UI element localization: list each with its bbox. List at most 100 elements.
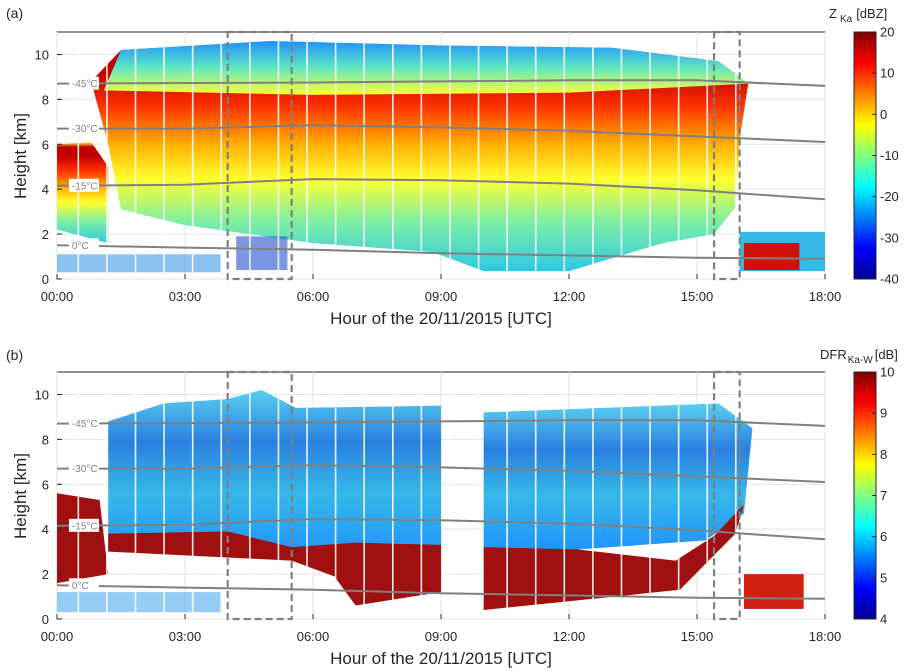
y-tick-label: 8 — [42, 432, 49, 447]
y-tick-label: 2 — [42, 227, 49, 242]
isotherm-label: -30°C — [72, 124, 98, 135]
isotherm-label: -30°C — [72, 464, 98, 475]
isotherm-line — [57, 464, 826, 483]
x-tick-label: 12:00 — [553, 629, 586, 644]
colorbar-tick-label: 4 — [880, 612, 887, 627]
dfr-rain-right — [743, 574, 804, 609]
colorbar-tick-label: 20 — [880, 25, 894, 40]
isotherm-label-bg — [68, 178, 99, 192]
y-tick-label: 0 — [42, 612, 49, 627]
x-tick-label: 15:00 — [681, 289, 714, 304]
colorbar-tick-label: 9 — [880, 406, 887, 421]
x-tick-label: 00:00 — [41, 629, 74, 644]
isotherm-label: -45°C — [72, 419, 98, 430]
panel-label: (b) — [6, 347, 23, 363]
colorbar-tick-label: 7 — [880, 488, 887, 503]
isotherm-line — [57, 124, 826, 143]
colorbar-tick-label: -20 — [880, 189, 899, 204]
colorbar-tick-label: -30 — [880, 230, 899, 245]
colorbar-label: DFRKa-W [dB] — [820, 347, 898, 366]
isotherm-label-bg — [68, 518, 99, 532]
isotherm-label-bg — [68, 121, 99, 135]
isotherm-label: -15°C — [72, 181, 98, 192]
x-tick-label: 12:00 — [553, 289, 586, 304]
colorbar-tick-label: -10 — [880, 148, 899, 163]
colorbar-label-main: DFR — [820, 347, 847, 362]
isotherm-label-bg — [68, 461, 99, 475]
x-axis-label: Hour of the 20/11/2015 [UTC] — [330, 649, 552, 668]
echo-top — [103, 40, 749, 95]
x-tick-label: 03:00 — [169, 289, 202, 304]
isotherm-line — [56, 584, 826, 600]
y-tick-label: 8 — [42, 92, 49, 107]
colorbar-tick-label: 5 — [880, 570, 887, 585]
highlight-box — [712, 30, 741, 281]
dfr-clutter — [57, 592, 221, 613]
dfr-field — [57, 373, 804, 618]
x-tick-label: 06:00 — [297, 289, 330, 304]
isotherm-label-bg — [68, 238, 99, 252]
x-tick-label: 15:00 — [681, 629, 714, 644]
y-tick-label: 6 — [42, 137, 49, 152]
x-ticks: 00:00 03:00 06:00 09:00 12:00 15:00 18:00 — [41, 274, 841, 304]
y-tick-label: 0 — [42, 272, 49, 287]
panel-b: (b) -45°C -30°C -15°C 0°C 0 2 4 6 8 10 00:00 03:0… — [6, 347, 898, 668]
highlight-boxes — [226, 30, 741, 281]
echo-main — [91, 40, 749, 272]
highlight-boxes — [226, 370, 741, 621]
y-tick-label: 6 — [42, 477, 49, 492]
panel-label: (a) — [6, 5, 23, 21]
isotherm-line — [56, 518, 826, 541]
isotherm-line — [56, 244, 826, 260]
colorbar-label: Z Ka [dBZ] — [829, 6, 887, 25]
y-tick-label: 4 — [42, 522, 49, 537]
colorbar-tick-label: 10 — [880, 66, 894, 81]
colorbar-ticks: 10 9 8 7 6 5 4 — [872, 365, 894, 627]
x-tick-label: 00:00 — [41, 289, 74, 304]
dfr-segment-1-low — [108, 531, 441, 606]
colorbar-label-sub: Ka-W — [848, 355, 874, 366]
highlight-box — [226, 30, 293, 281]
colorbar-ticks: 20 10 0 -10 -20 -30 -40 — [872, 25, 899, 287]
reflectivity-field — [57, 33, 825, 278]
colorbar-label-main: Z — [829, 6, 837, 21]
isotherm-label: -45°C — [72, 79, 98, 90]
echo-low-left — [57, 142, 109, 244]
highlight-box — [226, 370, 293, 621]
isotherm-label: 0°C — [72, 581, 89, 592]
dfr-segment-2 — [483, 403, 753, 557]
echo-clutter — [57, 254, 221, 273]
isotherm-line — [56, 419, 826, 427]
isotherm-label-bg — [68, 416, 99, 430]
x-tick-label: 09:00 — [425, 629, 458, 644]
dfr-left — [57, 493, 109, 584]
y-tick-label: 10 — [35, 47, 49, 62]
x-tick-label: 06:00 — [297, 629, 330, 644]
isotherm-label: -15°C — [72, 521, 98, 532]
x-tick-label: 09:00 — [425, 289, 458, 304]
highlight-box — [712, 370, 741, 621]
colorbar-label-sub: Ka — [840, 14, 853, 25]
echo-rain-core — [743, 243, 800, 271]
x-tick-label: 18:00 — [809, 629, 842, 644]
colorbar-tick-label: 6 — [880, 529, 887, 544]
colorbar-tick-label: 10 — [880, 365, 894, 380]
y-ticks: 0 2 4 6 8 10 — [35, 47, 62, 287]
x-ticks: 00:00 03:00 06:00 09:00 12:00 15:00 18:00 — [41, 614, 842, 644]
isotherm-label-bg — [68, 76, 99, 90]
isotherms: -45°C -30°C -15°C 0°C — [56, 76, 826, 260]
y-tick-label: 10 — [35, 387, 49, 402]
panel-a: (a) -45°C -30°C -15°C 0°C 0 2 4 6 8 10 00:00 03:0… — [6, 5, 899, 328]
echo-clutter — [236, 236, 288, 271]
colorbar-label-unit: [dB] — [875, 347, 898, 362]
colorbar-tick-label: 0 — [880, 107, 887, 122]
y-ticks: 0 2 4 6 8 10 — [35, 387, 62, 627]
isotherm-line — [56, 178, 826, 201]
y-tick-label: 2 — [42, 567, 49, 582]
x-tick-label: 03:00 — [169, 629, 202, 644]
isotherm-label: 0°C — [72, 241, 89, 252]
colorbar-tick-label: -40 — [880, 272, 899, 287]
isotherms: -45°C -30°C -15°C 0°C — [56, 416, 826, 600]
x-axis-label: Hour of the 20/11/2015 [UTC] — [330, 309, 552, 328]
